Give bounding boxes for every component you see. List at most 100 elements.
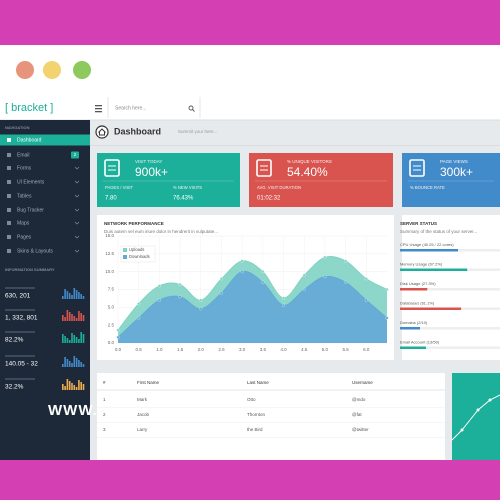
- server-row-label: Disk Usage (27.3%): [400, 281, 436, 286]
- mini-bar: [82, 384, 85, 390]
- mini-bar: [73, 335, 76, 343]
- nav-item[interactable]: UI Elements: [17, 179, 45, 185]
- summary-value: 1, 332, 801: [5, 315, 38, 322]
- card-title: VISIT TODAY: [135, 159, 162, 164]
- nav-icon: [7, 166, 11, 170]
- nav-title: NAVIGATION: [5, 125, 30, 130]
- data-point: [364, 277, 368, 281]
- data-point: [323, 255, 327, 259]
- stat-card: [402, 153, 500, 207]
- nav-item[interactable]: Bug Tracker: [17, 207, 44, 213]
- summary-value: 82.2%: [5, 337, 24, 344]
- card-title: % UNIQUE VISITORS: [287, 159, 332, 164]
- area-line: [117, 255, 388, 331]
- data-point: [199, 307, 203, 311]
- progress-bar: [400, 327, 420, 330]
- data-point: [385, 287, 389, 292]
- card-stat-label: % BOUNCE RATE: [410, 185, 445, 190]
- legend-label: Uploads: [129, 247, 144, 252]
- chart-title: NETWORK PERFORMANCE: [104, 221, 164, 226]
- server-panel: [402, 215, 500, 360]
- teal-panel-dot: [488, 398, 492, 402]
- server-row-label: Memory Usage (67.2%): [400, 262, 443, 267]
- maximize-button[interactable]: [73, 61, 91, 79]
- progress-bar: [400, 346, 426, 349]
- data-point: [385, 316, 389, 320]
- nav-item-active[interactable]: [0, 134, 90, 146]
- menu-toggle[interactable]: [95, 105, 102, 113]
- minimize-button[interactable]: [43, 61, 61, 79]
- logo: [ bracket ]: [5, 102, 53, 114]
- x-tick-label: 3.0: [239, 347, 246, 352]
- data-point: [281, 303, 286, 307]
- x-tick-label: 6.0: [363, 347, 370, 352]
- summary-label-placeholder: [5, 331, 35, 333]
- mini-bar: [78, 360, 80, 367]
- table-header: First Name: [137, 380, 159, 385]
- backdrop-bottom: [0, 460, 500, 500]
- y-tick-label: 7.5: [108, 287, 115, 292]
- mini-bar: [62, 384, 64, 390]
- progress-bar: [400, 268, 468, 271]
- nav-item[interactable]: Tables: [17, 193, 32, 199]
- mini-bar: [78, 292, 80, 299]
- mini-bar: [82, 296, 85, 299]
- search-icon[interactable]: [188, 105, 195, 112]
- mini-bar: [68, 361, 71, 367]
- card-icon: [104, 159, 120, 177]
- summary-title: INFORMATION SUMMARY: [5, 267, 55, 272]
- progress-bar: [400, 307, 462, 310]
- summary-label-placeholder: [5, 355, 35, 357]
- mini-bar: [73, 316, 76, 321]
- nav-item[interactable]: Dashboard: [17, 137, 42, 143]
- nav-item[interactable]: Forms: [17, 165, 32, 171]
- legend-swatch: [123, 248, 127, 252]
- x-tick-label: 3.5: [260, 347, 267, 352]
- mini-bar: [80, 382, 82, 390]
- top-bar: [0, 95, 500, 120]
- nav-icon: [7, 194, 11, 198]
- mini-bar: [82, 315, 85, 321]
- nav-item[interactable]: Pages: [17, 234, 32, 240]
- data-point: [261, 270, 265, 274]
- summary-value: 630, 201: [5, 293, 31, 300]
- data-point: [157, 298, 161, 302]
- table-cell: @mdo: [352, 397, 366, 402]
- mini-bar: [62, 334, 64, 343]
- table-cell: 3: [103, 427, 106, 432]
- table-cell: Otto: [247, 397, 256, 402]
- card-stat-label: AVG. VISIT DURATION: [257, 185, 301, 190]
- card-value: 300k+: [440, 165, 473, 179]
- legend-swatch: [123, 255, 127, 259]
- nav-item[interactable]: Maps: [17, 220, 30, 226]
- nav-icon: [7, 221, 11, 225]
- nav-item[interactable]: Skins & Layouts: [17, 248, 53, 254]
- nav-icon: [7, 208, 11, 212]
- mini-bar: [71, 383, 73, 390]
- data-point: [137, 302, 141, 306]
- summary-label-placeholder: [5, 309, 35, 311]
- nav-icon: [7, 138, 11, 142]
- mini-bar: [64, 317, 66, 321]
- nav-caret: [74, 166, 80, 170]
- nav-item[interactable]: Email: [17, 152, 30, 158]
- stat-card: [97, 153, 240, 207]
- nav-badge-bg: [71, 151, 79, 159]
- mini-bar: [68, 381, 71, 390]
- server-row-label: Email Account (13/50): [400, 340, 440, 345]
- nav-caret: [74, 249, 80, 253]
- page-title: Dashboard: [114, 126, 161, 136]
- summary-label-placeholder: [5, 287, 35, 289]
- stat-card: [249, 153, 393, 207]
- nav-caret: [74, 180, 80, 184]
- mini-bar: [75, 337, 78, 343]
- progress-bar: [400, 288, 428, 291]
- data-point: [302, 273, 306, 277]
- data-point: [240, 259, 244, 263]
- nav-badge: 2: [74, 152, 77, 157]
- close-button[interactable]: [16, 61, 34, 79]
- mini-bar: [78, 339, 80, 343]
- teal-panel-line: [451, 394, 500, 441]
- chart-subtitle: Duis autem vel eum iriure dolor in hendr…: [104, 229, 218, 234]
